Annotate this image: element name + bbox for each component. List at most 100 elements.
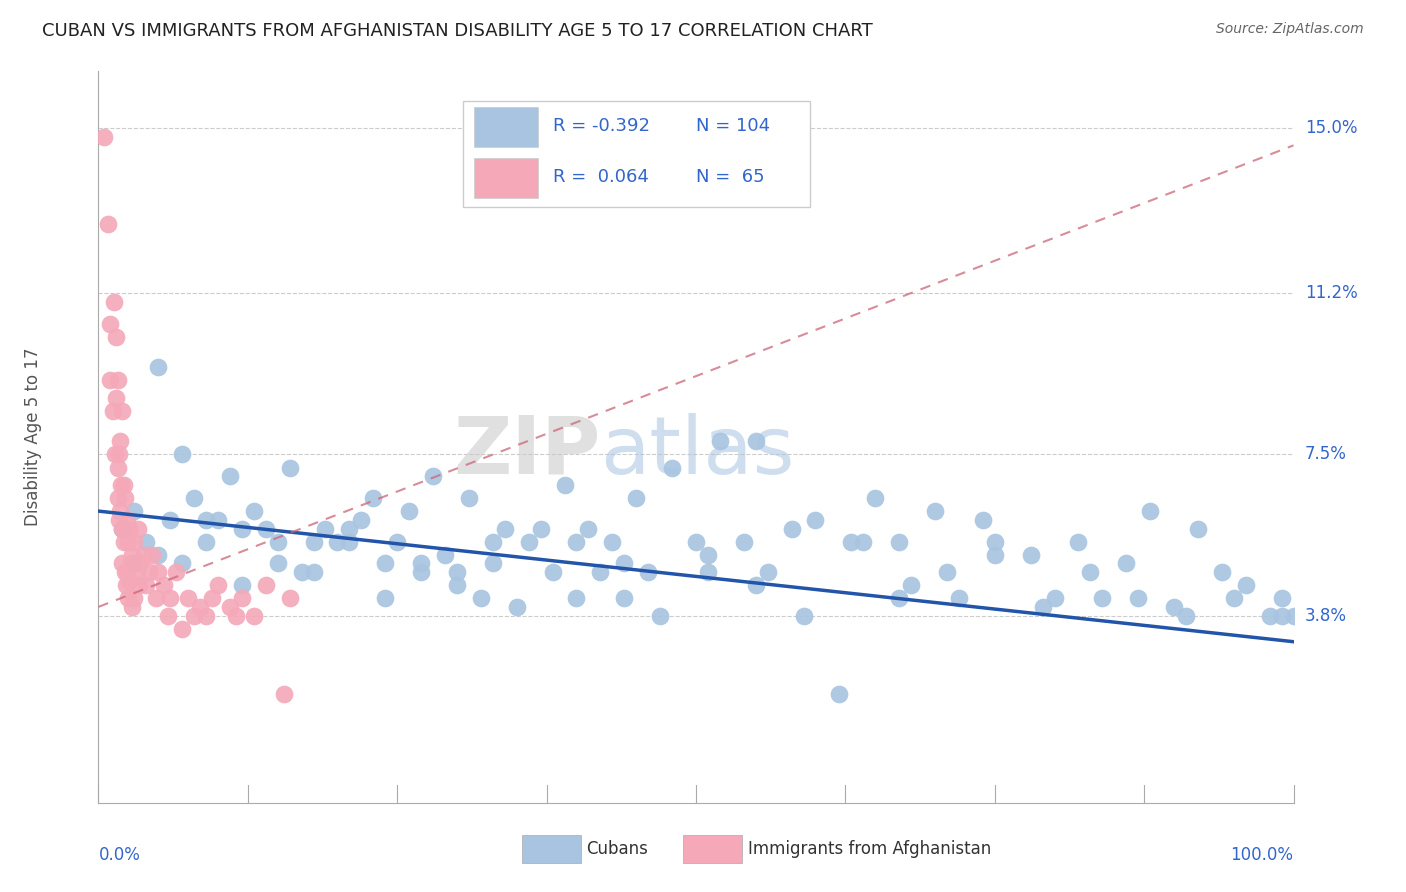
Point: [385, 534, 409, 549]
Point: [115, 521, 138, 535]
Point: [433, 548, 456, 562]
Point: [111, 404, 134, 418]
Text: 15.0%: 15.0%: [1305, 119, 1357, 137]
Point: [948, 591, 970, 606]
Point: [156, 608, 179, 623]
Point: [1222, 591, 1246, 606]
Point: [648, 608, 672, 623]
Point: [117, 591, 139, 606]
Point: [132, 548, 155, 562]
Text: N = 104: N = 104: [696, 117, 770, 136]
FancyBboxPatch shape: [474, 159, 538, 198]
Point: [172, 622, 194, 636]
Point: [637, 565, 659, 579]
Text: atlas: atlas: [600, 413, 794, 491]
Point: [1282, 608, 1305, 623]
Point: [363, 491, 385, 505]
Point: [470, 591, 492, 606]
Point: [124, 504, 146, 518]
Point: [1258, 608, 1281, 623]
Text: ZIP: ZIP: [453, 413, 600, 491]
Point: [267, 534, 290, 549]
Text: R =  0.064: R = 0.064: [553, 169, 648, 186]
Point: [101, 404, 124, 418]
Point: [273, 687, 295, 701]
Point: [278, 591, 301, 606]
Point: [114, 491, 136, 505]
Point: [108, 434, 131, 449]
Point: [107, 448, 129, 462]
Point: [110, 478, 132, 492]
Point: [983, 534, 1005, 549]
Point: [972, 513, 994, 527]
Point: [839, 534, 862, 549]
Point: [697, 565, 720, 579]
Point: [624, 491, 647, 505]
Point: [924, 504, 946, 518]
Point: [243, 504, 266, 518]
Point: [613, 591, 636, 606]
Point: [733, 534, 755, 549]
Point: [231, 578, 253, 592]
Point: [565, 534, 588, 549]
Point: [194, 608, 217, 623]
Point: [302, 534, 325, 549]
Point: [315, 521, 337, 535]
Point: [697, 548, 720, 562]
Point: [1271, 591, 1294, 606]
Point: [121, 548, 143, 562]
Point: [780, 521, 803, 535]
Point: [183, 491, 205, 505]
Point: [115, 513, 138, 527]
Point: [889, 534, 911, 549]
Point: [935, 565, 957, 579]
Point: [1043, 591, 1066, 606]
Point: [107, 513, 129, 527]
Text: 100.0%: 100.0%: [1230, 847, 1294, 864]
Point: [983, 548, 1005, 562]
Point: [793, 608, 815, 623]
Point: [661, 460, 683, 475]
Point: [117, 534, 139, 549]
Point: [111, 521, 134, 535]
Point: [188, 599, 211, 614]
Point: [1211, 565, 1233, 579]
Text: CUBAN VS IMMIGRANTS FROM AFGHANISTAN DISABILITY AGE 5 TO 17 CORRELATION CHART: CUBAN VS IMMIGRANTS FROM AFGHANISTAN DIS…: [42, 22, 873, 40]
Text: Cubans: Cubans: [586, 840, 648, 858]
Point: [1115, 557, 1137, 571]
Point: [125, 565, 148, 579]
Point: [254, 521, 277, 535]
Point: [111, 557, 134, 571]
Text: 3.8%: 3.8%: [1305, 607, 1347, 624]
Point: [194, 534, 217, 549]
Point: [600, 534, 623, 549]
Point: [124, 557, 146, 571]
Point: [107, 374, 129, 388]
Point: [828, 687, 851, 701]
Point: [302, 565, 325, 579]
Point: [231, 591, 253, 606]
Point: [207, 578, 229, 592]
Point: [207, 513, 229, 527]
Point: [121, 599, 143, 614]
Point: [115, 565, 138, 579]
Point: [1163, 599, 1185, 614]
Point: [374, 591, 396, 606]
Point: [148, 548, 170, 562]
Point: [201, 591, 224, 606]
Point: [129, 557, 152, 571]
Point: [267, 557, 290, 571]
Point: [98, 317, 122, 331]
Point: [517, 534, 540, 549]
Point: [411, 565, 433, 579]
Point: [194, 513, 217, 527]
FancyBboxPatch shape: [474, 107, 538, 146]
Point: [709, 434, 731, 449]
Point: [153, 578, 176, 592]
Point: [105, 391, 128, 405]
Point: [889, 591, 911, 606]
Point: [481, 534, 505, 549]
Point: [1091, 591, 1114, 606]
Point: [458, 491, 481, 505]
Point: [446, 565, 468, 579]
